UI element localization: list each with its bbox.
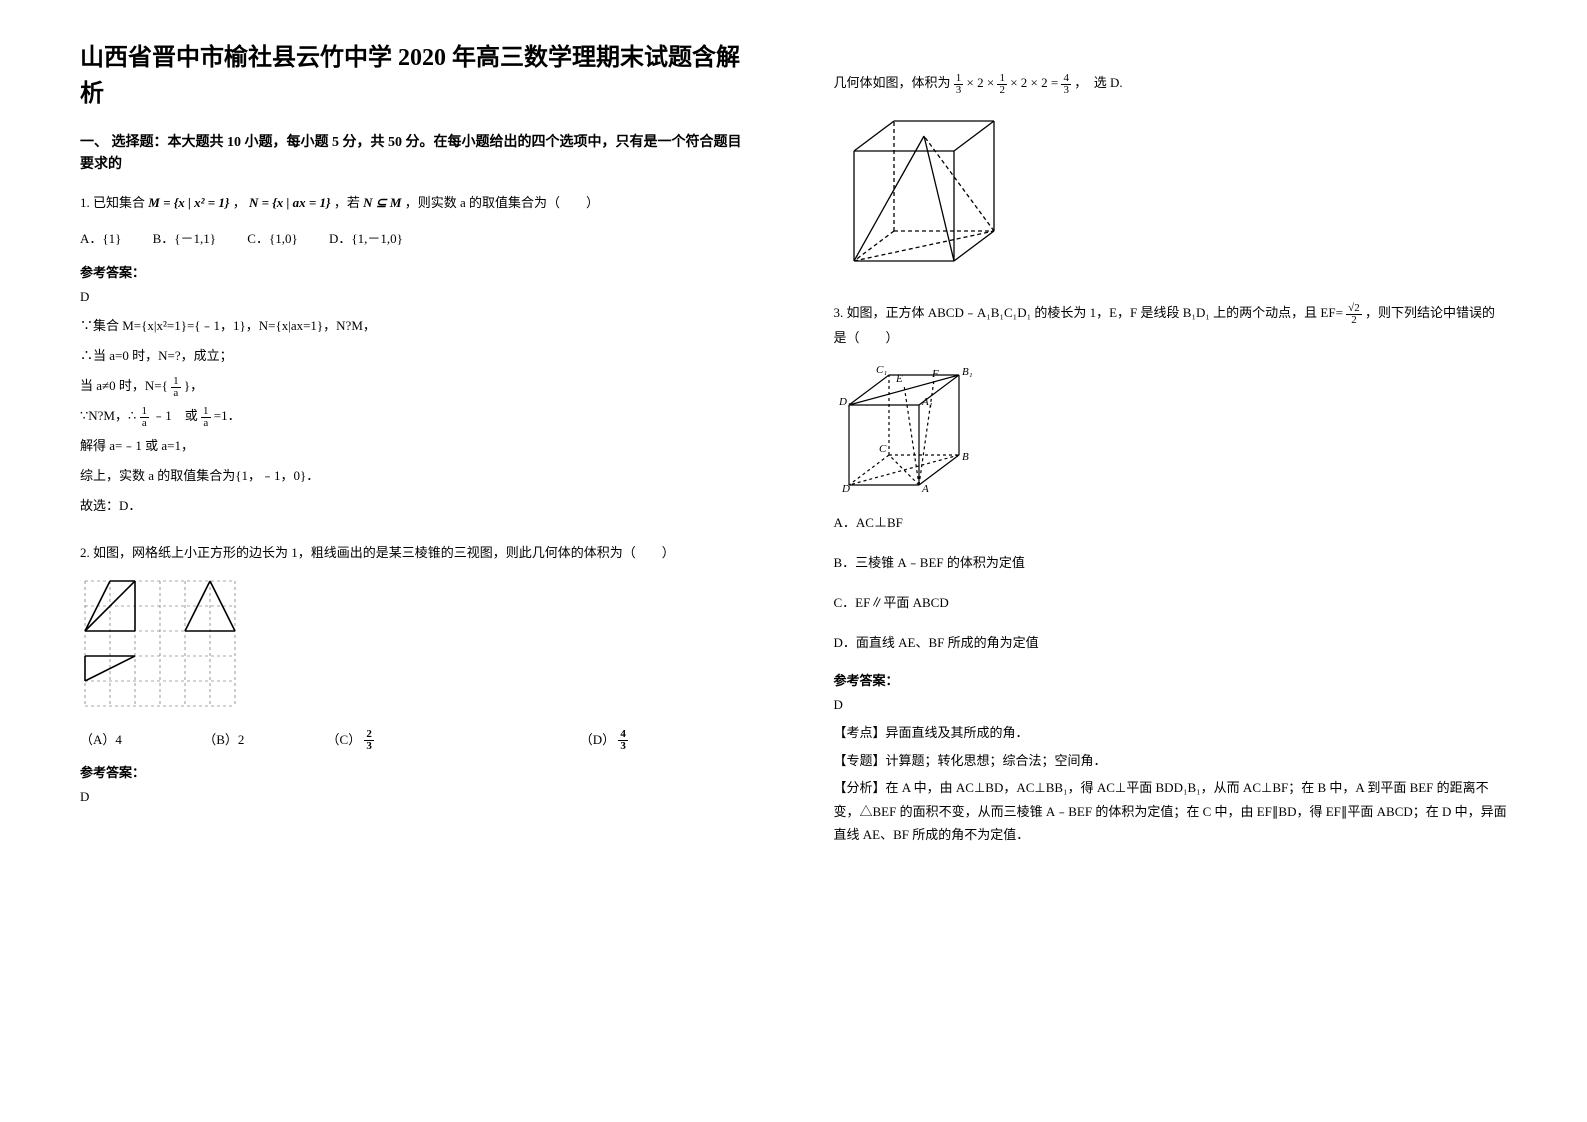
right-column: 几何体如图，体积为 13 × 2 × 12 × 2 × 2 = 43 ， 选 D… [794,40,1538,1082]
svg-text:F: F [931,368,939,380]
q3-stem: 3. 如图，正方体 ABCD﹣A₁B₁C₁D₁ 的棱长为 1，E，F 是线段 B… [834,301,1508,350]
q1-s4b: ﹣1 或 [152,408,198,423]
q1-s3a: 当 a≠0 时，N={ [80,378,168,393]
q1-answer: D [80,289,754,305]
q3-opt-a: A．AC⊥BF [834,510,1508,536]
frac-num: 1 [140,406,150,418]
q1-frac1: 1a [171,376,181,399]
rtop-f2: 12 [997,73,1007,96]
q2-opt-a: （A）4 [80,726,200,755]
q1-opt-c: C．{1,0} [247,231,297,246]
svg-text:D: D [841,483,850,495]
q2-answer: D [80,789,754,805]
rtop-f1: 13 [954,73,964,96]
q1-s4: ∵N?M，∴ 1a ﹣1 或 1a =1． [80,403,754,429]
right-top-line: 几何体如图，体积为 13 × 2 × 12 × 2 × 2 = 43 ， 选 D… [834,70,1508,96]
q3-tag3: 【分析】在 A 中，由 AC⊥BD，AC⊥BB₁，得 AC⊥平面 BDD₁B₁，… [834,776,1508,846]
q2-grid-figure [80,576,754,716]
frac-num: 1 [997,73,1007,85]
section-header: 一、 选择题：本大题共 10 小题，每小题 5 分，共 50 分。在每小题给出的… [80,132,754,177]
svg-text:E: E [895,373,903,385]
frac-num: 1 [201,406,211,418]
grid-svg [80,576,240,711]
q2-opt-b: （B）2 [203,726,323,755]
q2-answer-label: 参考答案： [80,762,754,781]
frac-den: a [201,418,211,429]
solid-svg [834,111,1014,276]
frac-den: 3 [364,741,374,752]
q2-opt-d: （D） 43 [580,726,628,755]
frac-den: 2 [997,85,1007,96]
solid-figure [834,111,1508,281]
rtop-t1: × 2 × [967,75,995,90]
frac-num: 1 [954,73,964,85]
frac-den: 3 [1061,85,1071,96]
q3-ef-frac: √22 [1346,303,1362,326]
q3-tag1: 【考点】异面直线及其所成的角． [834,721,1508,744]
q1-mid2: ，若 [334,195,360,210]
q3-stem-a: 3. 如图，正方体 ABCD﹣A₁B₁C₁D₁ 的棱长为 1，E，F 是线段 B… [834,305,1347,320]
q1-opt-d: D．{1,－1,0} [329,231,403,246]
q2-opt-c-pre: （C） [327,732,362,747]
cube-figure: D A B C D₁ A₁ B₁ C₁ E F [834,360,1508,500]
q3-opt-b: B．三棱锥 A﹣BEF 的体积为定值 [834,550,1508,576]
svg-text:C: C [879,443,887,455]
q3-answer-label: 参考答案： [834,670,1508,689]
frac-num: 1 [171,376,181,388]
frac-num: √2 [1346,303,1362,315]
frac-den: 2 [1346,315,1362,326]
q1-s7: 故选：D． [80,493,754,519]
cube-svg: D A B C D₁ A₁ B₁ C₁ E F [834,360,979,495]
q1-frac3: 1a [201,406,211,429]
q2-options: （A）4 （B）2 （C） 23 （D） 43 [80,726,754,755]
q3-tag2: 【专题】计算题；转化思想；综合法；空间角． [834,749,1508,772]
q2-opt-d-frac: 43 [618,729,628,752]
page-title: 山西省晋中市榆社县云竹中学 2020 年高三数学理期末试题含解析 [80,40,754,112]
frac-den: a [171,388,181,399]
rtop-post: ， 选 D. [1074,75,1122,90]
svg-text:B₁: B₁ [962,366,973,378]
q1-s6: 综上，实数 a 的取值集合为{1，﹣1，0}． [80,463,754,489]
q1-s4a: ∵N?M，∴ [80,408,136,423]
q1-s3b: }， [184,378,203,393]
q3-answer: D [834,697,1508,713]
frac-den: 3 [954,85,964,96]
q2-opt-d-pre: （D） [580,732,615,747]
q1-frac2: 1a [140,406,150,429]
q2-stem: 2. 如图，网格纸上小正方形的边长为 1，粗线画出的是某三棱锥的三视图，则此几何… [80,541,754,566]
left-column: 山西省晋中市榆社县云竹中学 2020 年高三数学理期末试题含解析 一、 选择题：… [50,40,794,1082]
q1-opt-b: B．{－1,1} [153,231,216,246]
frac-den: 3 [618,741,628,752]
svg-text:B: B [962,451,969,463]
svg-text:D₁: D₁ [838,396,851,408]
q1-pre: 1. 已知集合 [80,195,145,210]
rtop-f3: 43 [1061,73,1071,96]
q1-answer-label: 参考答案： [80,262,754,281]
q1-set-m: M = {x | x² = 1} [148,191,229,216]
q2-opt-c-frac: 23 [364,729,374,752]
frac-den: a [140,418,150,429]
q2-opt-c: （C） 23 [327,726,577,755]
q1-s4c: =1． [214,408,241,423]
q1-opt-a: A．{1} [80,231,121,246]
q1-mid1: ， [233,195,246,210]
q1-post: ，则实数 a 的取值集合为（ ） [405,195,599,210]
q1-set-n: N = {x | ax = 1} [249,191,331,216]
q1-s1: ∵集合 M={x|x²=1}={﹣1，1}，N={x|ax=1}，N?M， [80,313,754,339]
q1-s3: 当 a≠0 时，N={ 1a }， [80,373,754,399]
q1-s5: 解得 a=﹣1 或 a=1， [80,433,754,459]
frac-num: 4 [1061,73,1071,85]
q1-s2: ∴当 a=0 时，N=?，成立； [80,343,754,369]
svg-text:C₁: C₁ [876,364,887,376]
svg-text:A: A [921,483,929,495]
q3-opt-c: C．EF∥平面 ABCD [834,590,1508,616]
rtop-pre: 几何体如图，体积为 [834,75,951,90]
q1-cond: N ⊆ M [363,191,401,216]
q1-stem: 1. 已知集合 M = {x | x² = 1} ， N = {x | ax =… [80,191,754,216]
q3-opt-d: D．面直线 AE、BF 所成的角为定值 [834,630,1508,656]
svg-text:A₁: A₁ [921,396,933,408]
rtop-t2: × 2 × 2 = [1010,75,1058,90]
q1-options: A．{1} B．{－1,1} C．{1,0} D．{1,－1,0} [80,226,754,252]
